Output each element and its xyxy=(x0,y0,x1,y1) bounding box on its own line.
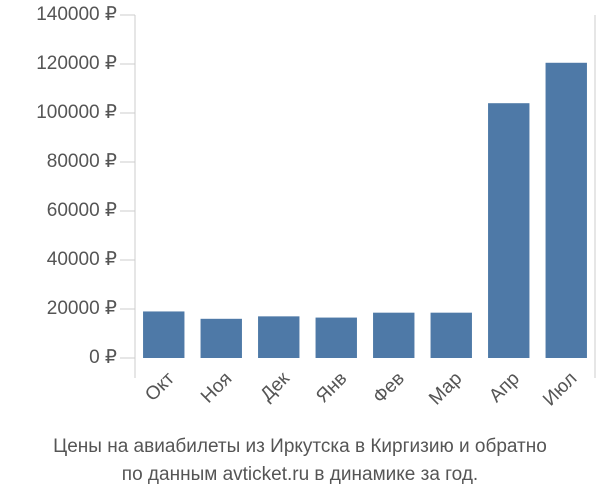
y-tick-label: 120000 ₽ xyxy=(36,53,117,74)
y-tick-label: 140000 ₽ xyxy=(36,4,117,25)
bar xyxy=(430,312,472,358)
x-tick-label: Фев xyxy=(369,368,409,408)
y-tick-label: 20000 ₽ xyxy=(47,298,117,319)
bar xyxy=(545,62,587,359)
y-tick-label: 60000 ₽ xyxy=(47,200,117,221)
bar xyxy=(143,311,185,358)
x-tick-label: Ноя xyxy=(197,368,236,407)
y-tick-label: 0 ₽ xyxy=(89,347,117,368)
x-tick-label: Дек xyxy=(257,368,295,406)
bar xyxy=(315,317,357,358)
y-tick-label: 80000 ₽ xyxy=(47,151,117,172)
x-tick-label: Янв xyxy=(312,368,351,407)
y-tick-label: 40000 ₽ xyxy=(47,249,117,270)
x-tick-label: Окт xyxy=(141,368,179,406)
bar xyxy=(258,316,300,358)
bar xyxy=(200,318,242,358)
bar xyxy=(373,312,415,358)
x-tick-label: Июл xyxy=(539,368,581,410)
x-tick-label: Апр xyxy=(485,368,524,407)
x-tick-label: Мар xyxy=(425,368,466,409)
chart-title: Цены на авиабилеты из Иркутска в Киргизи… xyxy=(53,436,547,457)
bar xyxy=(488,103,530,358)
y-tick-label: 100000 ₽ xyxy=(36,102,117,123)
chart-title: по данным avticket.ru в динамике за год. xyxy=(122,464,478,485)
